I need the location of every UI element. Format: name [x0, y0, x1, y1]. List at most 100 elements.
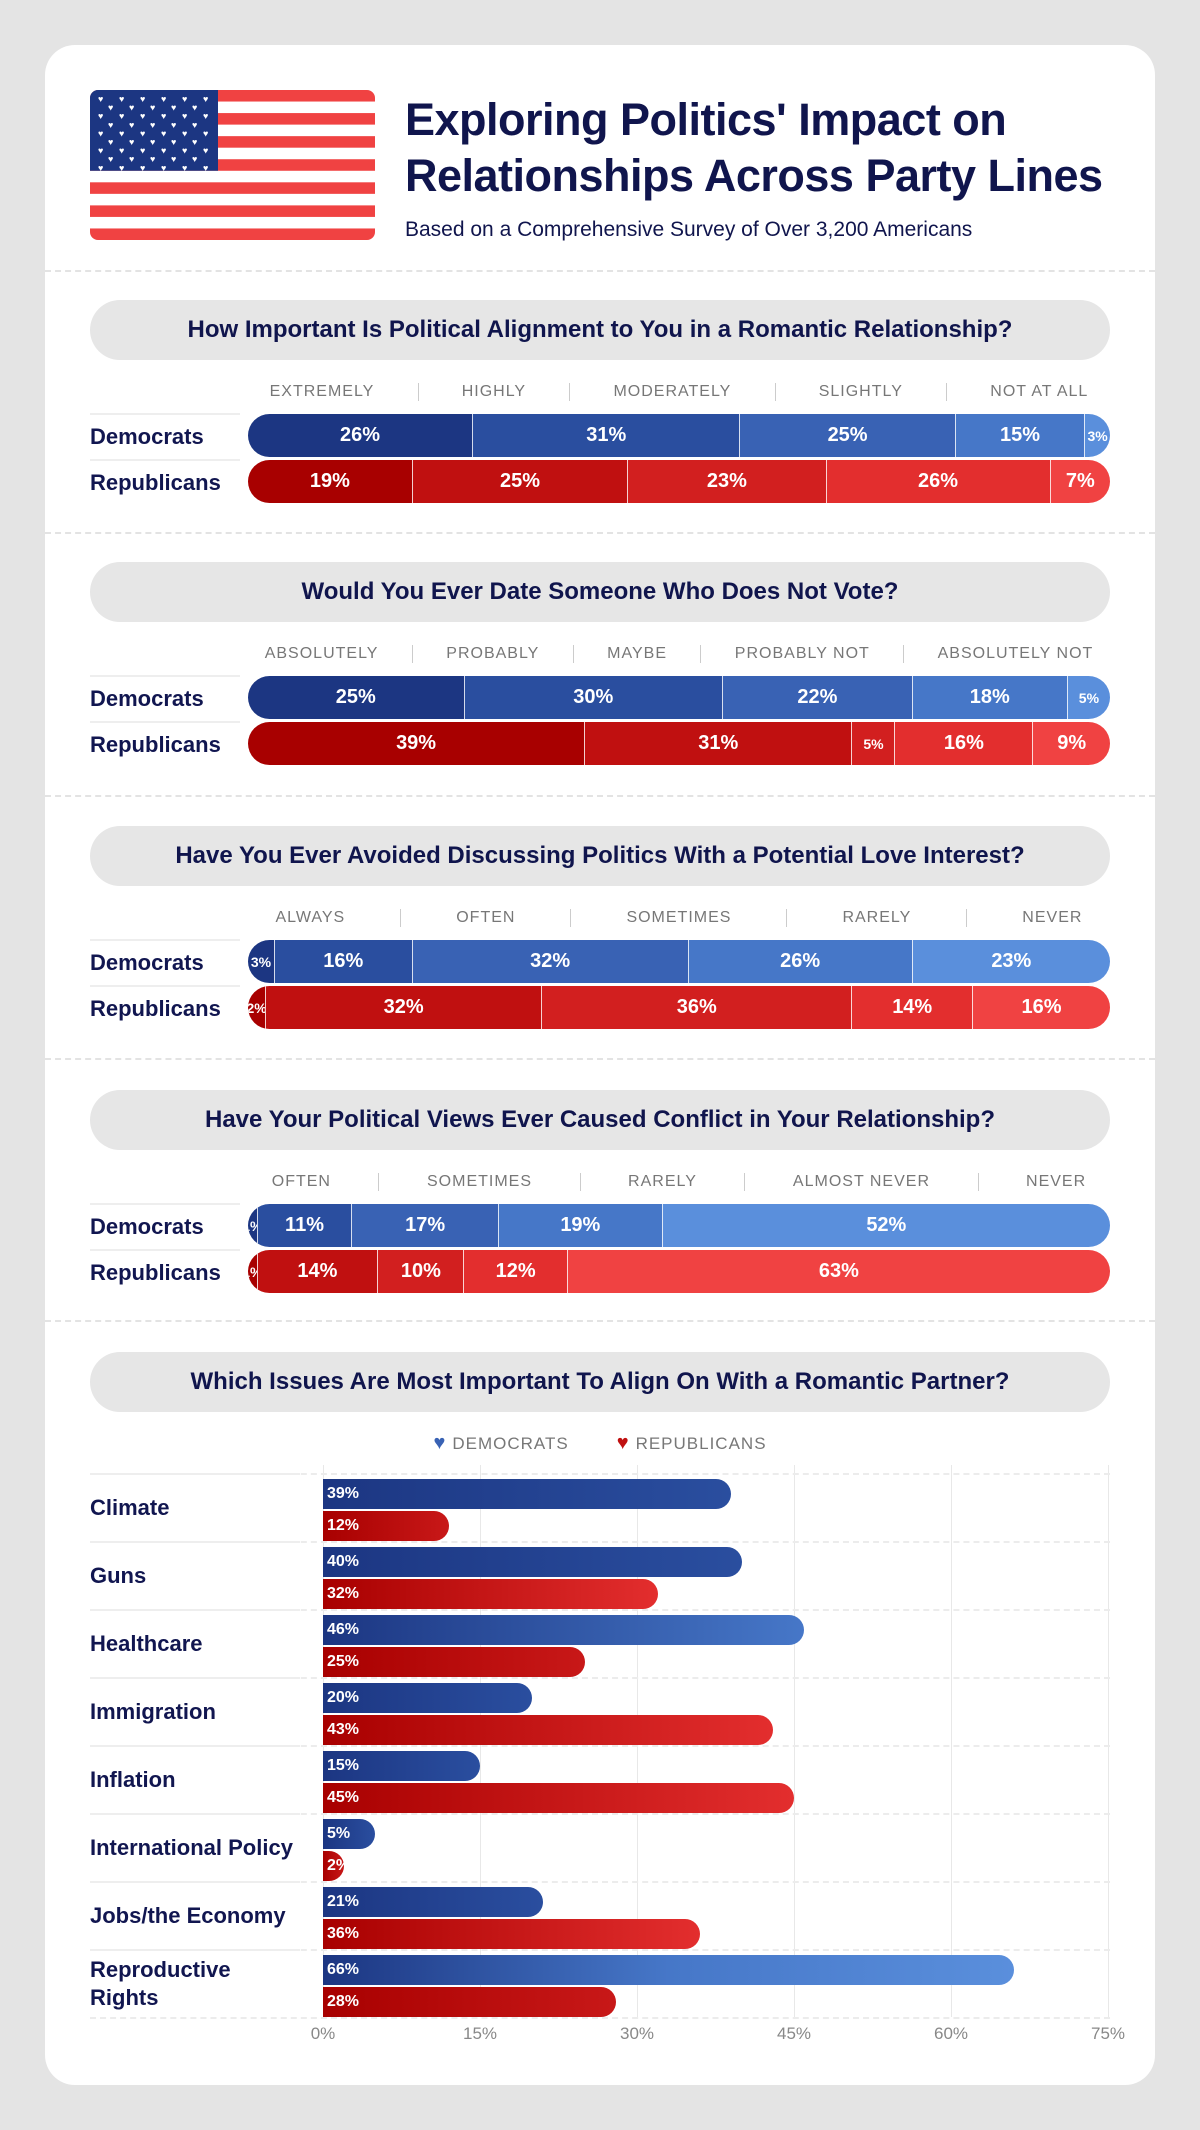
- issue-row: Guns: [90, 1541, 1110, 1609]
- svg-text:♥: ♥: [192, 120, 197, 130]
- issue-label: Guns: [90, 1541, 300, 1609]
- section-divider: [45, 1058, 1155, 1060]
- svg-text:♥: ♥: [171, 154, 176, 164]
- bar-segment: 31%: [472, 414, 740, 457]
- svg-text:♥: ♥: [98, 163, 103, 173]
- democrats-bar: 15%: [323, 1751, 480, 1781]
- x-tick-label: 30%: [619, 2024, 655, 2043]
- bar-segment: 26%: [687, 940, 912, 983]
- bar-segment: 19%: [497, 1204, 662, 1247]
- democrats-bar: 5%: [323, 1819, 376, 1849]
- section-divider: [45, 270, 1155, 272]
- svg-text:♥: ♥: [129, 137, 134, 147]
- svg-text:♥: ♥: [108, 137, 113, 147]
- svg-text:♥: ♥: [140, 163, 145, 173]
- svg-text:♥: ♥: [129, 120, 134, 130]
- svg-text:♥: ♥: [108, 103, 113, 113]
- header-separator: [744, 1173, 746, 1191]
- gridline: [794, 1465, 795, 2017]
- answer-header: MAYBE: [607, 645, 667, 662]
- republicans-bar: 43%: [323, 1715, 774, 1745]
- svg-text:♥: ♥: [192, 154, 197, 164]
- row-label-democrats: Democrats: [90, 939, 240, 984]
- svg-text:♥: ♥: [140, 128, 145, 138]
- title-line-1: Exploring Politics' Impact on: [405, 94, 1007, 145]
- stacked-bar-republicans: 19% 25% 23% 26% 7%: [248, 460, 1110, 503]
- republicans-bar: 2%: [323, 1851, 350, 1881]
- bar-segment: 9%: [1032, 722, 1110, 765]
- bar-segment: 25%: [739, 414, 955, 457]
- answer-header: NEVER: [1026, 1173, 1087, 1190]
- bar-segment: 32%: [265, 986, 542, 1029]
- legend: ♥ DEMOCRATS ♥ REPUBLICANS: [0, 1432, 1200, 1455]
- republicans-bar: 36%: [323, 1919, 700, 1949]
- answer-header: PROBABLY NOT: [734, 645, 870, 662]
- header-separator: [400, 909, 402, 927]
- x-tick-label: 0%: [310, 2024, 336, 2043]
- svg-text:♥: ♥: [182, 146, 187, 156]
- x-tick-label: 45%: [776, 2024, 812, 2043]
- bar-segment: 22%: [722, 676, 912, 719]
- bar-segment: 32%: [411, 940, 688, 983]
- bar-segment: 31%: [584, 722, 852, 765]
- x-tick-label: 60%: [933, 2024, 969, 2043]
- svg-text:♥: ♥: [119, 111, 124, 121]
- bar-segment: 25%: [411, 460, 628, 503]
- row-divider: [90, 2017, 1110, 2019]
- answer-header: ABSOLUTELY: [264, 645, 379, 662]
- issue-label: International Policy: [90, 1813, 300, 1881]
- republicans-bar: 28%: [323, 1987, 617, 2017]
- issue-row: Climate: [90, 1473, 1110, 1541]
- democrats-bar: 21%: [323, 1887, 543, 1917]
- header-separator: [977, 1173, 979, 1191]
- answer-header: SLIGHTLY: [818, 383, 903, 400]
- democrats-bar: 20%: [323, 1683, 533, 1713]
- header-separator: [378, 1173, 380, 1191]
- answer-header: EXTREMELY: [269, 383, 375, 400]
- us-flag-heart-icon: ♥ ♥ ♥ ♥ ♥ ♥ ♥ ♥ ♥ ♥ ♥ ♥ ♥ ♥ ♥ ♥ ♥ ♥ ♥ ♥ ♥ ♥ ♥ ♥ ♥ ♥ ♥ ♥ ♥ ♥ ♥ ♥ ♥ ♥ ♥ ♥ ♥ ♥ ♥ ♥…: [90, 90, 375, 240]
- bar-segment: 16%: [894, 722, 1033, 765]
- legend-label: REPUBLICANS: [635, 1434, 767, 1453]
- answer-header: ALWAYS: [275, 909, 346, 926]
- header-separator: [579, 1173, 581, 1191]
- legend-label: DEMOCRATS: [452, 1434, 569, 1453]
- gridline: [1108, 1465, 1109, 2017]
- svg-text:♥: ♥: [161, 146, 166, 156]
- bar-segment: 63%: [566, 1250, 1110, 1293]
- bar-segment: 15%: [954, 414, 1085, 457]
- svg-text:♥: ♥: [98, 111, 103, 121]
- svg-text:♥: ♥: [203, 111, 208, 121]
- svg-text:♥: ♥: [129, 154, 134, 164]
- section-divider: [45, 795, 1155, 797]
- header-separator: [572, 645, 574, 663]
- democrats-bar: 40%: [323, 1547, 742, 1577]
- svg-text:♥: ♥: [108, 120, 113, 130]
- section-divider: [45, 532, 1155, 534]
- row-label-democrats: Democrats: [90, 1203, 240, 1248]
- svg-text:♥: ♥: [171, 137, 176, 147]
- republicans-bar: 12%: [323, 1511, 449, 1541]
- bar-segment: 23%: [911, 940, 1110, 983]
- issue-row: Jobs/the Economy: [90, 1881, 1110, 1949]
- answer-header: MODERATELY: [613, 383, 732, 400]
- answer-header: NOT AT ALL: [990, 383, 1089, 400]
- svg-text:♥: ♥: [98, 94, 103, 104]
- issue-label: Healthcare: [90, 1609, 300, 1677]
- svg-text:♥: ♥: [161, 128, 166, 138]
- issue-row: Reproductive Rights: [90, 1949, 1110, 2017]
- answer-headers: ALWAYS OFTEN SOMETIMES RARELY NEVER: [248, 906, 1110, 930]
- svg-text:♥: ♥: [203, 163, 208, 173]
- democrats-bar: 39%: [323, 1479, 732, 1509]
- header-separator: [417, 383, 419, 401]
- question-title: Would You Ever Date Someone Who Does Not…: [90, 562, 1110, 622]
- svg-text:♥: ♥: [182, 163, 187, 173]
- svg-text:♥: ♥: [98, 128, 103, 138]
- bar-segment: 17%: [351, 1204, 498, 1247]
- bar-segment: 16%: [972, 986, 1110, 1029]
- svg-text:♥: ♥: [161, 163, 166, 173]
- bar-segment: 26%: [825, 460, 1050, 503]
- answer-header: RARELY: [842, 909, 912, 926]
- svg-text:♥: ♥: [203, 146, 208, 156]
- svg-text:♥: ♥: [182, 128, 187, 138]
- stacked-bar-democrats: 25% 30% 22% 18% 5%: [248, 676, 1110, 719]
